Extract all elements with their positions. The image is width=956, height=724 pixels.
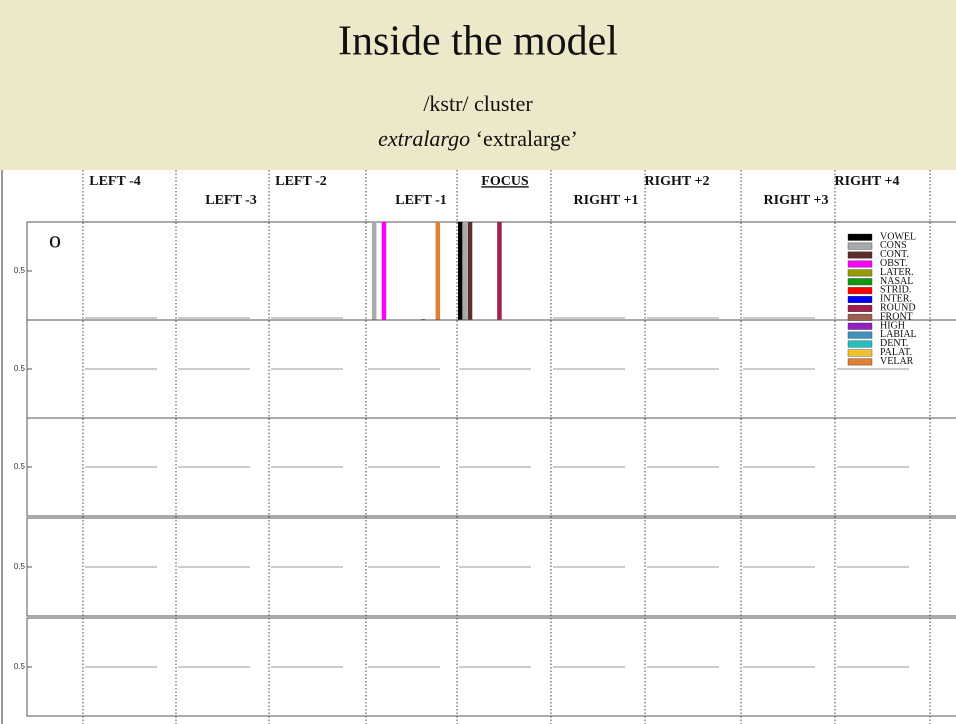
legend-label: CONS: [880, 240, 907, 251]
legend-label: FRONT: [880, 311, 913, 322]
column-label: FOCUS: [481, 174, 529, 189]
subplot-frame: [26, 221, 956, 321]
tick-label: 0.5: [14, 562, 26, 571]
legend-swatch: [847, 260, 873, 268]
legend-swatch: [847, 269, 873, 277]
legend-label: VOWEL: [880, 231, 916, 242]
header-band: [0, 0, 956, 170]
legend-swatch: [847, 287, 873, 295]
legend-swatch: [847, 305, 873, 312]
subtitle: /kstr/ cluster: [423, 91, 533, 116]
legend-label: LATER.: [880, 267, 914, 278]
example: extralargo ‘extralarge’: [378, 126, 578, 151]
bar: [371, 222, 377, 320]
column-label: RIGHT +4: [835, 174, 900, 189]
legend-swatch: [847, 313, 873, 321]
tick-label: 0.5: [14, 462, 26, 471]
column-label: LEFT -1: [395, 193, 446, 208]
bar: [497, 222, 502, 320]
legend-swatch: [847, 233, 873, 241]
legend-label: INTER.: [880, 294, 912, 305]
legend-label: PALAT.: [880, 347, 912, 358]
bar: [462, 222, 468, 320]
legend-swatch: [847, 358, 873, 366]
column-label: RIGHT +2: [645, 174, 710, 189]
tick-label: 0.5: [14, 662, 26, 671]
title: Inside the model: [338, 19, 618, 65]
legend-swatch: [847, 331, 873, 339]
legend-swatch: [847, 349, 873, 357]
legend-label: NASAL: [880, 276, 913, 287]
legend-swatch: [847, 322, 873, 330]
column-label: LEFT -3: [205, 193, 256, 208]
bar: [435, 222, 441, 320]
bar: [467, 222, 473, 320]
legend-label: ROUND: [880, 302, 916, 313]
legend-swatch: [847, 296, 873, 303]
legend-swatch: [847, 242, 873, 250]
legend-label: LABIAL: [880, 329, 917, 340]
legend-label: VELAR: [880, 356, 914, 367]
legend-label: OBST.: [880, 258, 907, 269]
legend-swatch: [847, 251, 873, 259]
column-label: LEFT -2: [275, 174, 326, 189]
legend-swatch: [847, 278, 873, 286]
legend-swatch: [847, 340, 873, 348]
legend-label: CONT.: [880, 249, 909, 260]
tick-label: 0.5: [14, 364, 26, 373]
gloss: ‘extralarge’: [476, 126, 578, 151]
column-label: RIGHT +3: [764, 193, 829, 208]
column-label: RIGHT +1: [574, 193, 639, 208]
legend-label: STRID.: [880, 285, 911, 296]
tick-label: 0.5: [14, 266, 26, 275]
bar: [458, 222, 463, 320]
legend-label: HIGH: [880, 320, 905, 331]
column-label: LEFT -4: [89, 174, 140, 189]
row-label: o: [49, 228, 61, 254]
word: extralargo: [378, 126, 470, 151]
legend-label: DENT.: [880, 338, 908, 349]
bar: [381, 222, 387, 320]
